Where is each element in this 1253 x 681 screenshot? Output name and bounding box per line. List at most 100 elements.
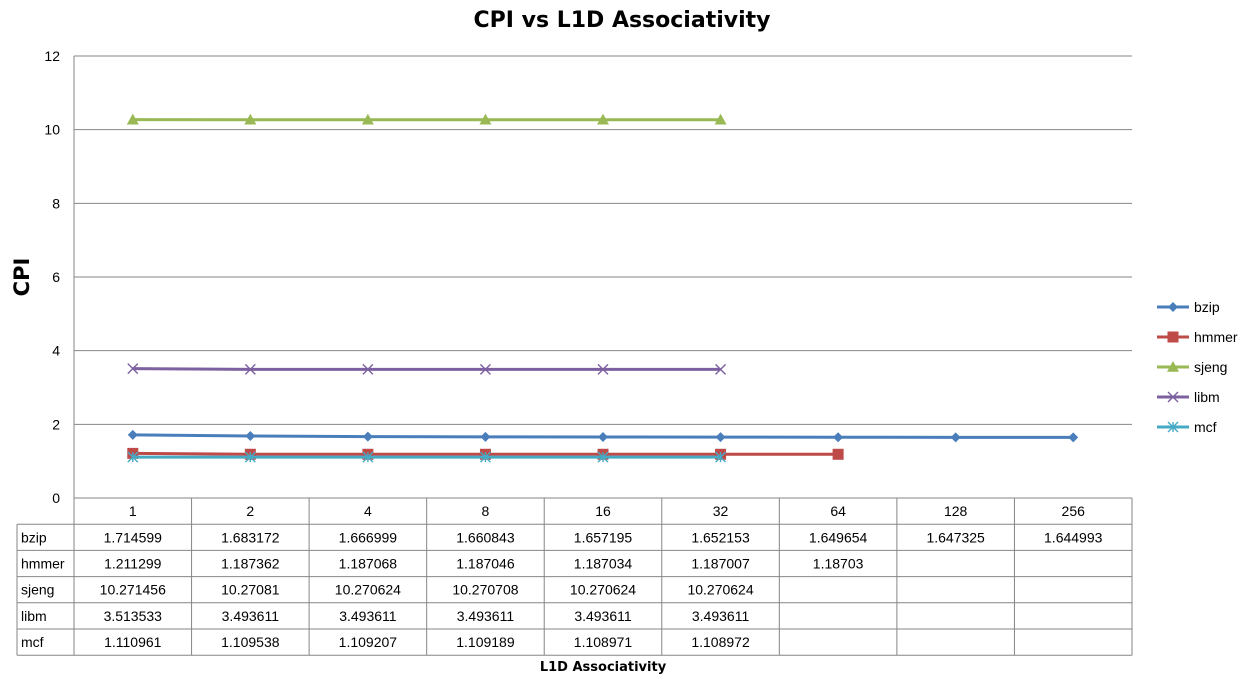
table-row-header: bzip [21,529,47,545]
x-tick-label: 1 [129,503,137,519]
y-tick-label: 10 [44,122,60,138]
data-point-bzip [480,431,491,442]
chart-title: CPI vs L1D Associativity [473,8,770,33]
data-point-hmmer [832,448,844,460]
table-cell: 1.108972 [691,634,750,650]
data-point-libm [127,363,139,375]
table-cell: 1.660843 [456,529,515,545]
data-point-libm [362,363,374,375]
table-cell: 3.493611 [457,608,515,624]
data-point-sjeng [714,113,727,125]
table-cell: 3.493611 [339,608,397,624]
table-cell: 1.187068 [339,556,398,572]
table-cell: 1.110961 [104,634,162,650]
table-cell: 1.187362 [221,556,280,572]
table-cell: 1.657195 [574,529,633,545]
table-cell: 1.211299 [104,556,162,572]
data-point-bzip [362,431,373,442]
data-point-libm [715,363,727,375]
data-point-mcf [362,451,374,463]
legend-label: libm [1194,389,1220,405]
table-cell: 1.666999 [339,529,398,545]
data-point-libm [597,363,609,375]
table-cell: 1.644993 [1044,529,1103,545]
plot-area: 0 2 4 6 8 10 12 [44,48,1132,506]
table-cell: 10.271456 [100,582,166,598]
table-cell: 3.493611 [222,608,280,624]
data-point-bzip [245,431,256,442]
legend-marker-hmmer [1167,331,1179,343]
table-cell: 1.187034 [574,556,633,572]
x-tick-label: 2 [246,503,254,519]
data-point-bzip [598,431,608,442]
legend-label: mcf [1194,419,1217,435]
data-point-mcf [479,451,491,463]
y-axis-label: CPI [10,258,34,297]
legend-label: bzip [1194,299,1220,315]
table-cell: 1.108971 [574,634,633,650]
table-cell: 1.649654 [809,529,868,545]
y-tick-label: 4 [52,343,60,359]
legend-marker-sjeng [1167,361,1179,372]
y-tick-label: 6 [52,269,60,285]
series-line-libm [132,367,721,371]
data-point-sjeng [361,113,374,125]
data-point-bzip [1068,432,1079,443]
data-point-mcf [127,451,139,463]
x-tick-label: 4 [364,503,372,519]
data-table: 1 2 4 8 16 32 64 128 256 bzip 1.714599 1.683172 1.66… [16,498,1133,656]
y-tick-label: 8 [52,195,60,211]
y-tick-label: 2 [52,416,60,432]
x-tick-label: 256 [1062,503,1086,519]
table-cell: 10.270624 [687,582,753,598]
x-axis-label: L1D Associativity [540,660,667,675]
legend-label: hmmer [1194,329,1238,345]
x-tick-label: 8 [482,503,490,519]
table-cell: 1.647325 [926,529,985,545]
table-row-header: libm [21,608,47,624]
data-point-bzip [127,429,138,440]
legend-marker-libm [1167,391,1179,403]
x-tick-label: 32 [713,503,729,519]
table-row-header: hmmer [21,556,65,572]
table-cell: 1.683172 [221,529,280,545]
x-tick-label: 16 [595,503,611,519]
legend-label: sjeng [1194,359,1227,375]
legend: bzip hmmer sjeng libm mcf [1157,299,1238,435]
data-point-bzip [833,432,844,443]
table-cell: 3.493611 [692,608,750,624]
x-tick-label: 128 [944,503,968,519]
data-point-sjeng [597,113,609,125]
legend-marker-bzip [1168,302,1178,312]
data-point-bzip [950,432,961,443]
table-cell: 10.270624 [570,582,636,598]
table-cell: 10.270708 [452,582,518,598]
table-cell: 1.18703 [813,556,864,572]
data-point-libm [244,363,256,375]
data-point-sjeng [244,113,257,125]
table-cell: 1.714599 [104,529,163,545]
table-cell: 3.513533 [104,608,163,624]
table-cell: 10.27081 [221,582,280,598]
y-tick-label: 0 [52,490,60,506]
data-point-sjeng [479,113,492,125]
table-cell: 10.270624 [335,582,401,598]
table-row-header: sjeng [21,582,54,598]
data-point-mcf [244,451,256,463]
data-point-sjeng [126,113,139,125]
x-tick-label: 64 [830,503,846,519]
data-point-libm [479,363,491,375]
legend-marker-mcf [1167,421,1179,433]
table-cell: 1.187046 [456,556,515,572]
data-point-mcf [715,451,727,463]
table-row-header: mcf [21,634,44,650]
y-tick-label: 12 [44,48,60,64]
table-cell: 1.109207 [339,634,398,650]
table-cell: 3.493611 [574,608,632,624]
data-point-mcf [597,451,609,463]
table-cell: 1.652153 [691,529,750,545]
table-cell: 1.109189 [456,634,515,650]
table-cell: 1.109538 [221,634,280,650]
table-cell: 1.187007 [691,556,750,572]
